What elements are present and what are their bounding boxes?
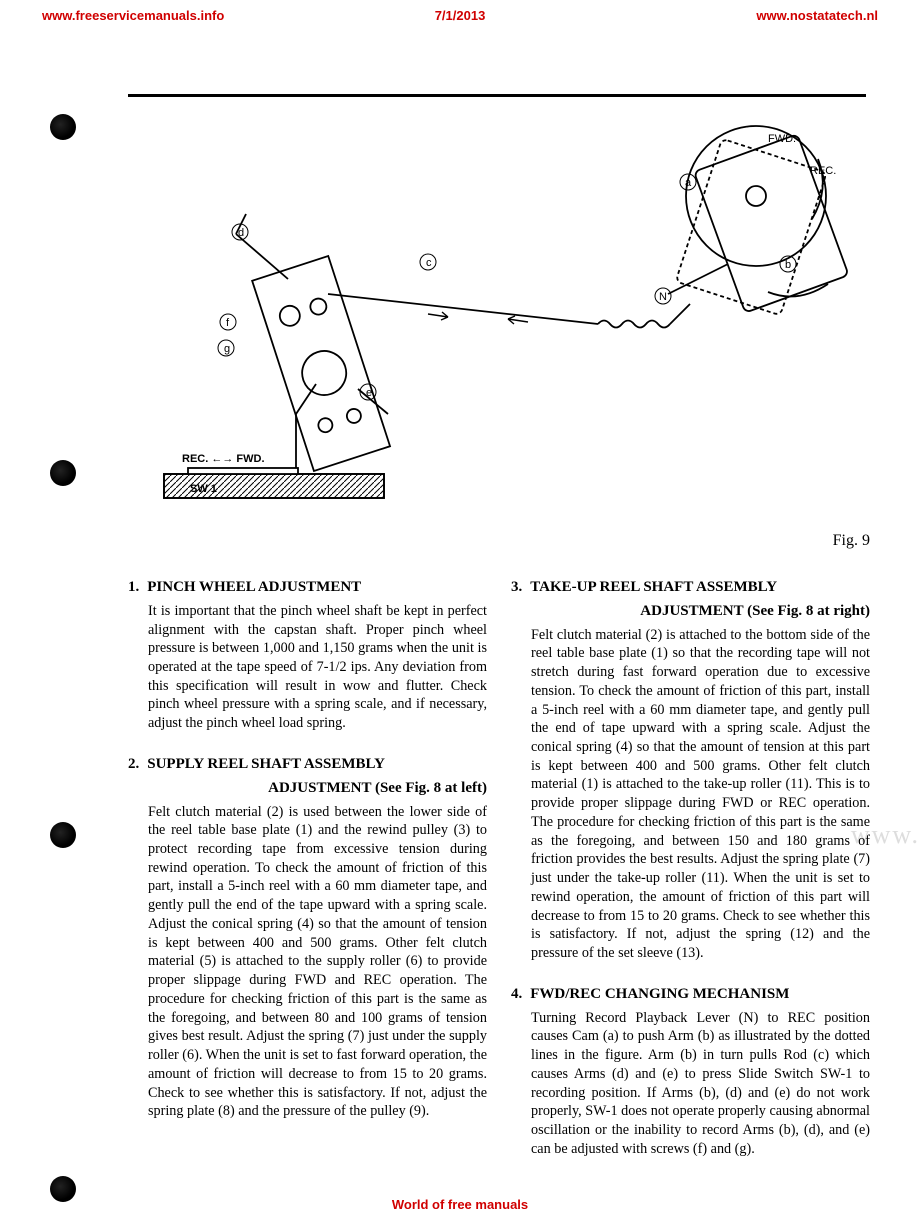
svg-text:e: e [366, 387, 372, 399]
svg-text:a: a [685, 177, 692, 189]
section-title: FWD/REC CHANGING MECHANISM [530, 985, 870, 1005]
page-footer: World of free manuals [392, 1197, 528, 1212]
section-2: 2. SUPPLY REEL SHAFT ASSEMBLY ADJUSTMENT… [128, 755, 487, 1121]
header-center: 7/1/2013 [435, 8, 486, 23]
header-left: www.freeservicemanuals.info [42, 8, 224, 23]
punch-hole [50, 114, 76, 140]
svg-text:f: f [226, 317, 230, 329]
section-number: 1. [128, 578, 139, 598]
punch-hole [50, 460, 76, 486]
figure-caption: Fig. 9 [833, 532, 870, 550]
section-1: 1. PINCH WHEEL ADJUSTMENT It is importan… [128, 578, 487, 733]
punch-hole [50, 822, 76, 848]
right-column: 3. TAKE-UP REEL SHAFT ASSEMBLY ADJUSTMEN… [511, 578, 870, 1188]
section-subtitle: ADJUSTMENT (See Fig. 8 at left) [128, 779, 487, 799]
section-subtitle: ADJUSTMENT (See Fig. 8 at right) [511, 602, 870, 622]
svg-text:N: N [659, 291, 667, 303]
section-title: PINCH WHEEL ADJUSTMENT [147, 578, 487, 598]
svg-text:b: b [785, 259, 791, 271]
section-4: 4. FWD/REC CHANGING MECHANISM Turning Re… [511, 985, 870, 1159]
svg-text:g: g [224, 343, 230, 355]
section-number: 4. [511, 985, 522, 1005]
section-title: SUPPLY REEL SHAFT ASSEMBLY [147, 755, 487, 775]
section-title: TAKE-UP REEL SHAFT ASSEMBLY [530, 578, 870, 598]
svg-text:REC. ←→ FWD.: REC. ←→ FWD. [182, 453, 265, 465]
section-body: It is important that the pinch wheel sha… [128, 602, 487, 733]
diagram-label-rec: REC. [810, 165, 836, 177]
diagram-label-fwd: FWD. [768, 133, 796, 145]
section-body: Turning Record Playback Lever (N) to REC… [511, 1009, 870, 1159]
svg-text:d: d [238, 227, 244, 239]
left-column: 1. PINCH WHEEL ADJUSTMENT It is importan… [128, 578, 487, 1188]
section-3: 3. TAKE-UP REEL SHAFT ASSEMBLY ADJUSTMEN… [511, 578, 870, 963]
svg-text:SW 1: SW 1 [190, 483, 217, 495]
section-body: Felt clutch material (2) is used between… [128, 803, 487, 1121]
text-columns: 1. PINCH WHEEL ADJUSTMENT It is importan… [128, 578, 870, 1188]
header-right: www.nostatatech.nl [756, 8, 878, 23]
svg-text:c: c [426, 257, 432, 269]
mechanism-diagram: FWD. REC. a b N c d f g e REC. ←→ FWD. S… [128, 104, 866, 514]
section-body: Felt clutch material (2) is attached to … [511, 626, 870, 963]
punch-hole [50, 1176, 76, 1202]
section-number: 2. [128, 755, 139, 775]
horizontal-rule [128, 94, 866, 97]
section-number: 3. [511, 578, 522, 598]
